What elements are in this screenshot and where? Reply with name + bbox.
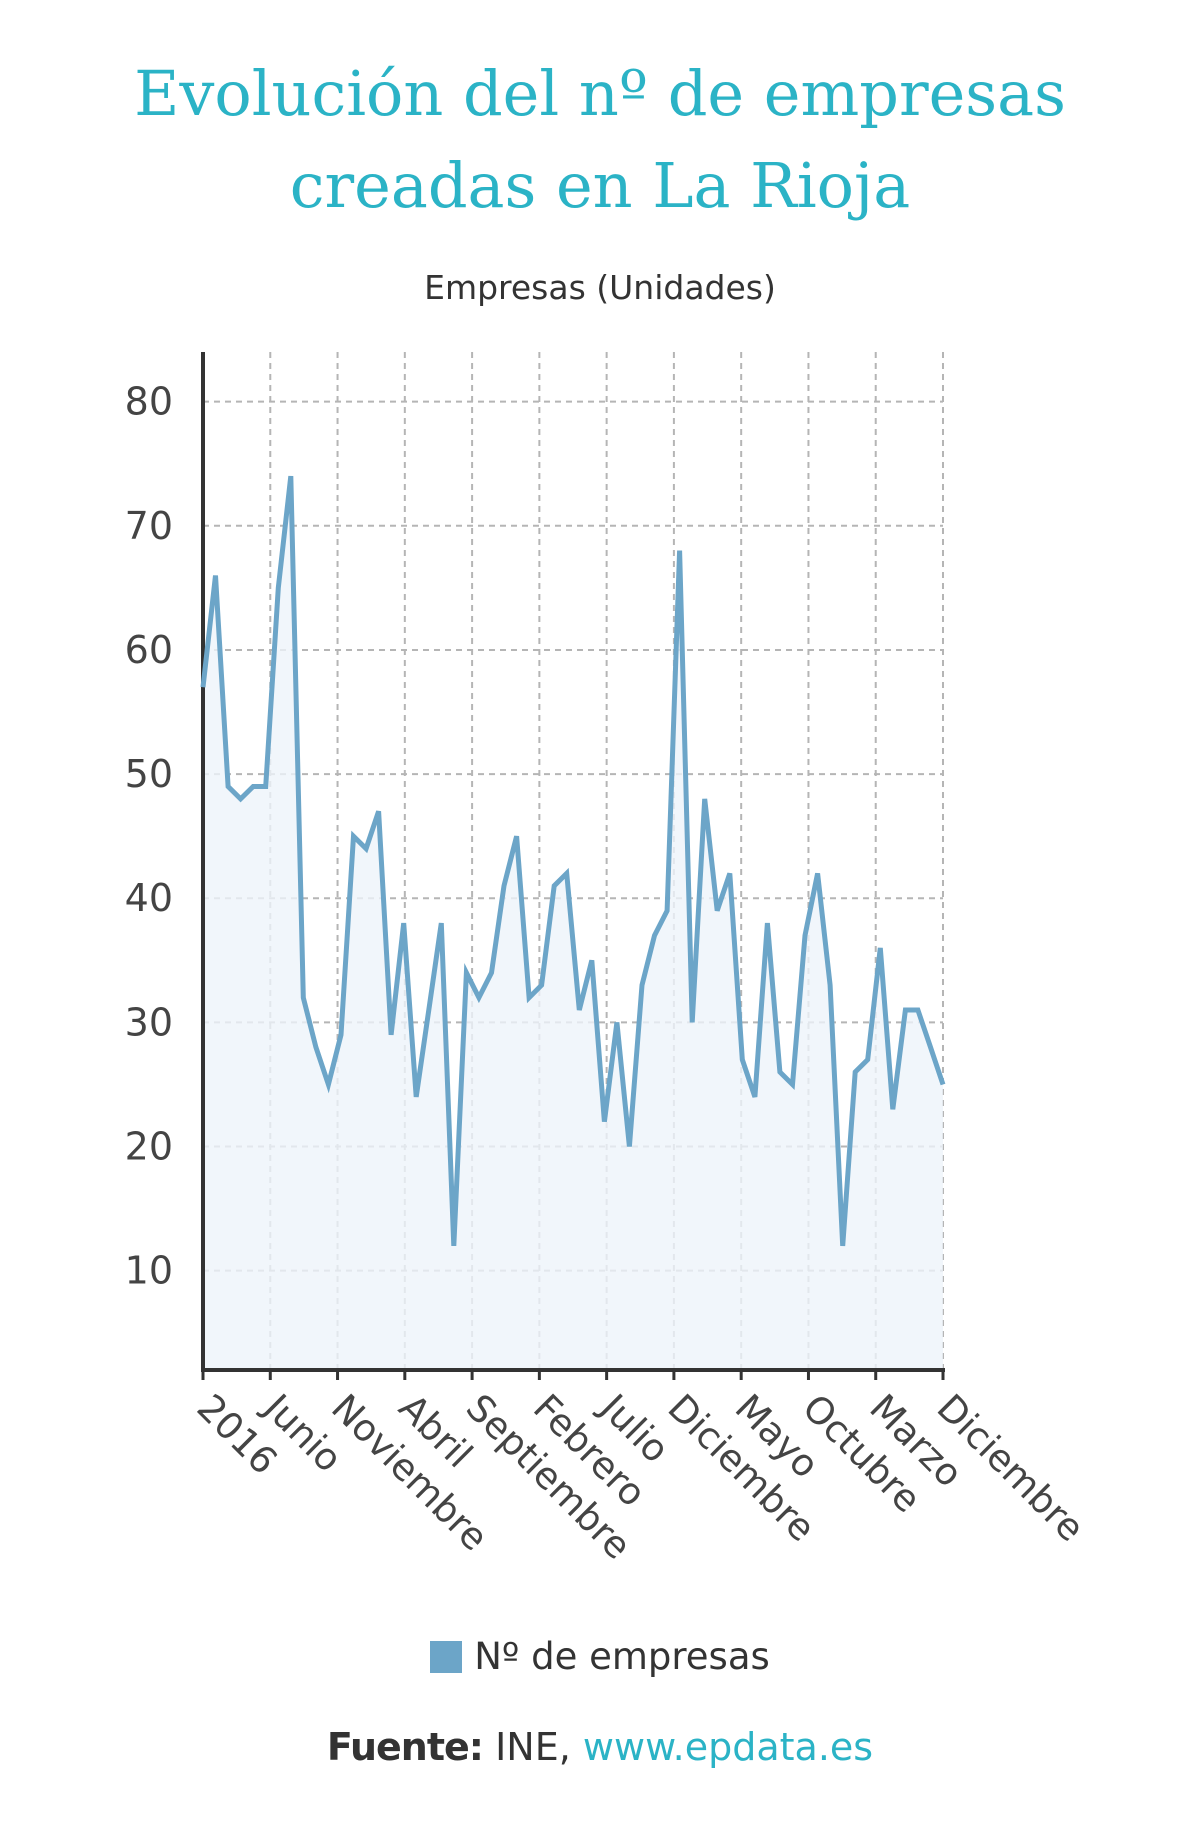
chart-title-line-2: creadas en La Rioja bbox=[289, 149, 911, 222]
axes bbox=[201, 352, 945, 1380]
y-tick-label: 60 bbox=[125, 628, 173, 672]
y-tick-label: 70 bbox=[125, 504, 173, 548]
chart-title-line-1: Evolución del nº de empresas bbox=[134, 57, 1066, 130]
series-line bbox=[200, 475, 946, 1247]
y-tick-label: 10 bbox=[125, 1249, 173, 1293]
line-chart: 10 20 30 40 50 60 70 80 2016JunioNoviembreAbril… bbox=[125, 352, 1093, 1568]
x-tick-labels: 2016JunioNoviembreAbrilSeptiembreFebrero… bbox=[189, 1385, 1093, 1568]
source-label: Fuente: bbox=[326, 1725, 484, 1769]
chart-title: Evolución del nº de empresas creadas en … bbox=[0, 48, 1200, 232]
y-tick-label: 30 bbox=[125, 1000, 173, 1044]
y-axis-label: Empresas (Unidades) bbox=[424, 268, 776, 307]
y-tick-label: 80 bbox=[125, 380, 173, 424]
y-tick-labels: 10 20 30 40 50 60 70 80 bbox=[125, 380, 173, 1293]
source-org: INE, bbox=[495, 1725, 571, 1769]
legend-label: Nº de empresas bbox=[474, 1635, 770, 1678]
y-tick-label: 50 bbox=[125, 752, 173, 796]
legend-swatch bbox=[430, 1641, 463, 1673]
source-line: Fuente: INE, www.epdata.es bbox=[0, 1725, 1200, 1769]
source-link[interactable]: www.epdata.es bbox=[582, 1725, 874, 1769]
y-tick-label: 40 bbox=[125, 876, 173, 920]
legend: Nº de empresas bbox=[0, 1635, 1200, 1678]
series-area-fill bbox=[203, 476, 943, 1371]
y-tick-label: 20 bbox=[125, 1125, 173, 1169]
